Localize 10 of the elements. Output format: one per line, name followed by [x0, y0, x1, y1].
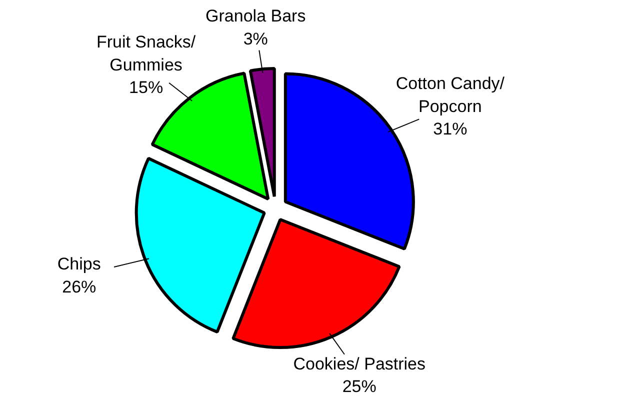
- data-label: 31%: [433, 120, 468, 139]
- data-label: 15%: [129, 78, 164, 98]
- slice-label: Cookies/ Pastries: [293, 354, 426, 374]
- data-label: 3%: [243, 29, 268, 48]
- slice-label: Chips: [57, 254, 101, 274]
- data-label: 26%: [62, 277, 96, 296]
- data-label: 25%: [342, 377, 376, 396]
- slice-label: Cotton Candy/ Popcorn: [396, 74, 505, 116]
- slice-label: Granola Bars: [206, 6, 306, 26]
- slice-label: Fruit Snacks/ Gummies: [96, 32, 196, 74]
